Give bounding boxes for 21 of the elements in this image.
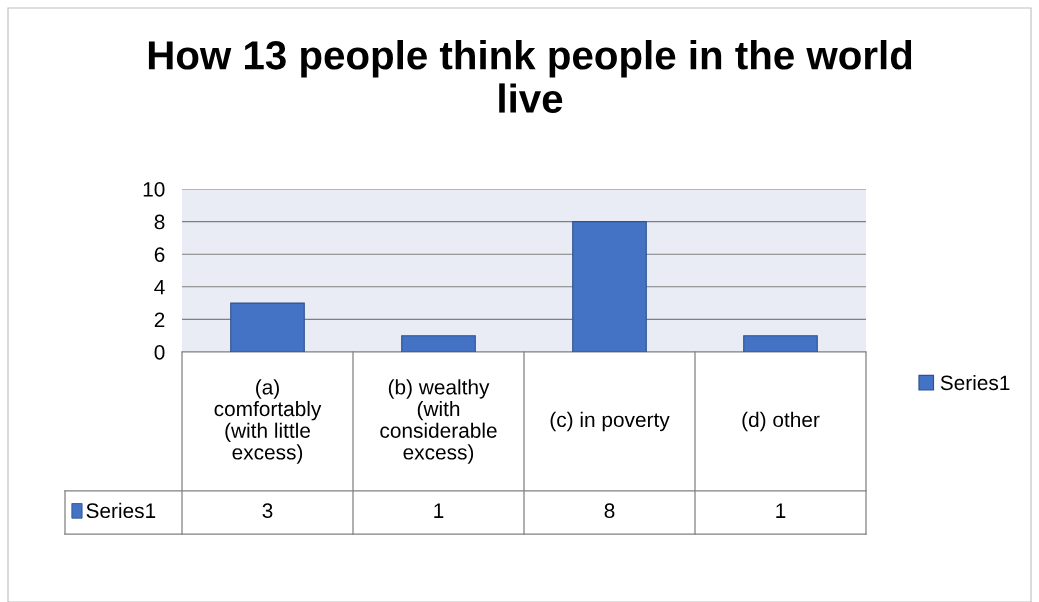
- data-label: 1: [434, 503, 444, 518]
- y-tick-label: 4: [154, 280, 165, 295]
- y-tick-label: 10: [143, 182, 165, 197]
- legend-label: Series1: [940, 374, 1010, 391]
- bar: [572, 221, 647, 352]
- x-tick-label: (a) comfortably (with little excess): [214, 379, 322, 464]
- y-tick-label: 0: [154, 345, 165, 360]
- x-tick-label: (c) in poverty: [550, 411, 670, 432]
- y-tick-label: 2: [154, 312, 165, 327]
- text: Series1: [86, 502, 156, 519]
- data-label: 3: [262, 503, 273, 519]
- data-label: 8: [604, 503, 615, 519]
- chart-title: How 13 people think people in the world live: [148, 40, 912, 113]
- bar: [230, 302, 305, 352]
- y-tick-label: 8: [154, 214, 165, 230]
- x-tick-label: (d) other: [742, 411, 820, 432]
- data-label: 1: [776, 503, 786, 518]
- bar: [743, 335, 818, 352]
- bar: [401, 335, 476, 352]
- x-tick-label: (b) wealthy (with considerable excess): [380, 379, 497, 464]
- y-tick-label: 6: [154, 247, 165, 262]
